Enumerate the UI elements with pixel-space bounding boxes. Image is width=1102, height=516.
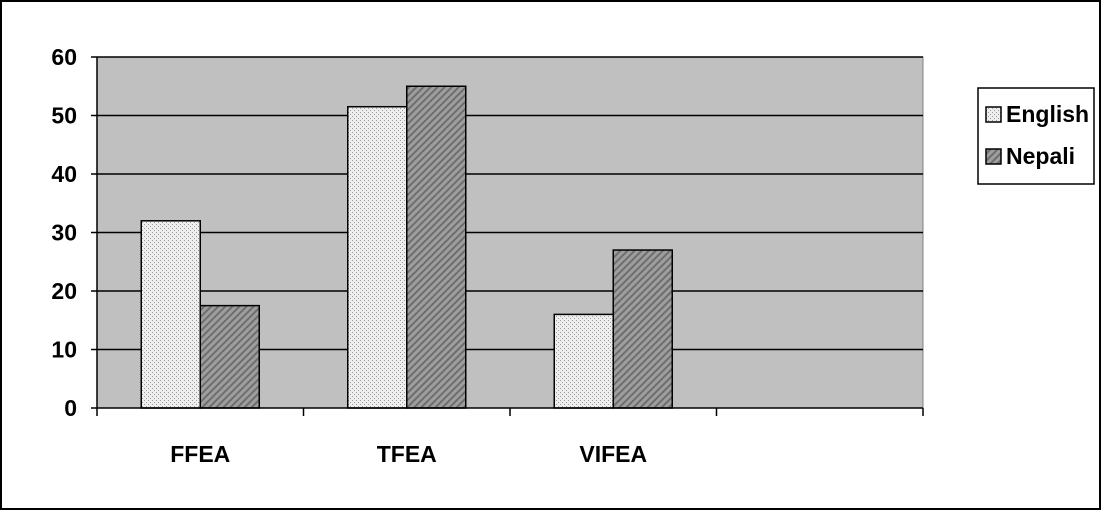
legend-label-english: English <box>1006 101 1089 127</box>
y-axis-ticks: 0 10 20 30 40 50 60 <box>51 44 97 421</box>
bar-nepali-ffea <box>199 304 260 409</box>
x-tick-label: TFEA <box>377 441 437 467</box>
y-tick-label: 40 <box>51 161 77 187</box>
bar-english-vifea <box>553 313 614 409</box>
y-tick-label: 0 <box>64 395 77 421</box>
legend-swatch-english <box>985 106 1002 123</box>
y-tick-label: 20 <box>51 278 77 304</box>
bars <box>140 85 673 409</box>
bar-nepali-vifea <box>612 249 673 409</box>
bar-nepali-tfea <box>406 85 467 409</box>
bar-english-ffea <box>140 220 201 409</box>
x-axis-ticks: FFEA TFEA VIFEA <box>96 408 924 467</box>
y-tick-label: 50 <box>51 103 77 129</box>
legend-box <box>977 87 1095 185</box>
bar-english-tfea <box>347 105 408 409</box>
x-tick-label: VIFEA <box>579 441 647 467</box>
x-tick-label: FFEA <box>170 441 230 467</box>
legend-swatch-nepali <box>985 148 1002 165</box>
y-tick-label: 30 <box>51 220 77 246</box>
legend-label-nepali: Nepali <box>1006 143 1075 169</box>
legend: English Nepali <box>977 87 1095 185</box>
y-tick-label: 10 <box>51 337 77 363</box>
y-tick-label: 60 <box>51 44 77 70</box>
